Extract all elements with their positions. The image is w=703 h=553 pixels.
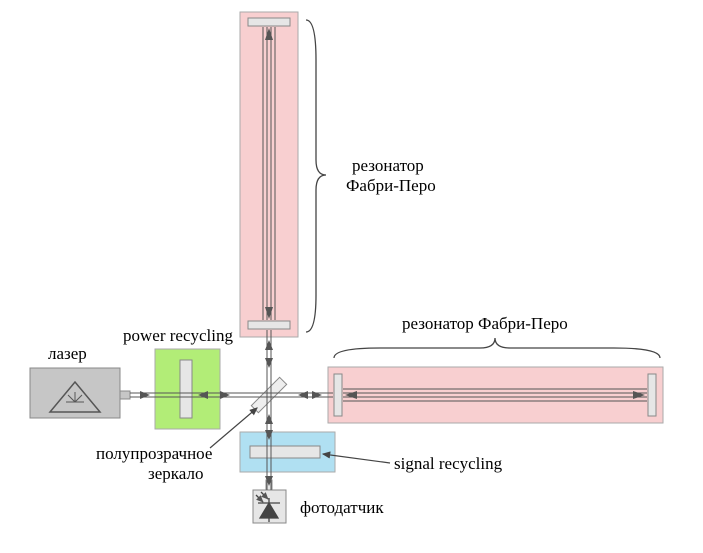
- laser-label: лазер: [48, 344, 87, 364]
- mirror-right-far: [648, 374, 656, 416]
- mirror-top-near: [248, 321, 290, 329]
- fp-top-label-line1: резонатор: [352, 156, 424, 176]
- fp-cavity-right: [328, 367, 663, 423]
- signal-recycling-mirror: [250, 446, 320, 458]
- power-recycling-mirror: [180, 360, 192, 418]
- brace-top: [306, 20, 326, 332]
- beamsplitter: [251, 377, 286, 412]
- diagram-svg: [0, 0, 703, 548]
- fp-top-label-line2: Фабри-Перо: [346, 176, 436, 196]
- brace-right: [334, 338, 660, 358]
- beamsplitter-label-line1: полупрозрачное: [96, 444, 212, 464]
- interferometer-diagram: лазер power recycling резонатор Фабри-Пе…: [0, 0, 703, 548]
- beamsplitter-label-line2: зеркало: [148, 464, 203, 484]
- mirror-top-far: [248, 18, 290, 26]
- signal-recycling-label: signal recycling: [394, 454, 502, 474]
- mirror-right-near: [334, 374, 342, 416]
- fp-right-label: резонатор Фабри-Перо: [402, 314, 568, 334]
- power-recycling-label: power recycling: [123, 326, 233, 346]
- fp-cavity-top: [240, 12, 298, 337]
- photodetector-label: фотодатчик: [300, 498, 384, 518]
